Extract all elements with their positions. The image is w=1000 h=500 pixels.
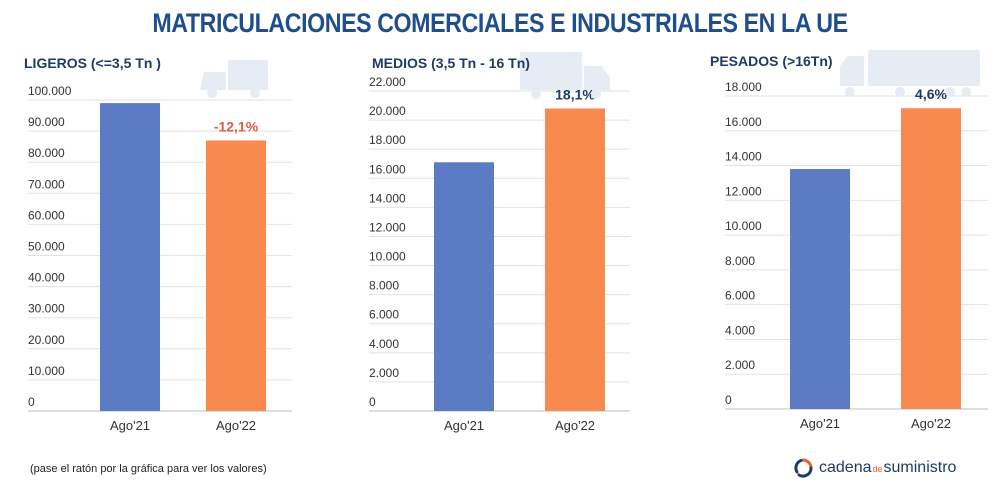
y-tick-label: 10.000 — [28, 364, 65, 378]
brand-text: cadenadesuministro — [819, 459, 956, 477]
page-title: MATRICULACIONES COMERCIALES E INDUSTRIAL… — [152, 8, 848, 38]
chart-medios[interactable]: 0 2.000 4.000 6.000 8.000 10.000 12.000 14.000 1… — [369, 75, 630, 433]
y-tick-label: 12.000 — [369, 220, 406, 234]
y-tick-label: 4.000 — [369, 337, 399, 351]
y-tick-label: 80.000 — [28, 146, 65, 160]
brand-logo: cadenadesuministro — [793, 458, 956, 478]
y-tick-label: 2.000 — [369, 366, 399, 380]
y-tick-label: 70.000 — [28, 177, 65, 191]
y-tick-label: 40.000 — [28, 271, 65, 285]
y-tick-label: 0 — [28, 395, 35, 409]
y-tick-label: 6.000 — [369, 308, 399, 322]
semi-truck-icon — [840, 50, 980, 97]
van-icon — [200, 60, 268, 98]
y-tick-label: 16.000 — [369, 162, 406, 176]
panel-title-medios: MEDIOS (3,5 Tn - 16 Tn) — [372, 55, 530, 71]
brand-word-2: de — [872, 464, 883, 474]
truck-icon — [520, 52, 610, 99]
brand-swirl-icon — [794, 458, 813, 478]
x-tick-label: Ago'22 — [216, 418, 256, 433]
y-tick-label: 10.000 — [369, 250, 406, 264]
y-tick-label: 12.000 — [725, 184, 762, 198]
x-tick-label: Ago'21 — [800, 416, 840, 431]
x-tick-label: Ago'22 — [911, 416, 951, 431]
y-tick-label: 18.000 — [725, 80, 762, 94]
x-tick-label: Ago'22 — [555, 418, 595, 433]
change-label: 18,1% — [555, 86, 595, 102]
y-tick-label: 4.000 — [725, 323, 755, 337]
y-tick-label: 0 — [725, 393, 732, 407]
y-tick-label: 100.000 — [28, 84, 72, 98]
change-label: -12,1% — [214, 118, 259, 134]
y-tick-label: 14.000 — [369, 191, 406, 205]
y-tick-label: 30.000 — [28, 302, 65, 316]
y-tick-label: 20.000 — [28, 333, 65, 347]
bar-ligeros-ago21[interactable] — [100, 103, 160, 412]
y-tick-label: 14.000 — [725, 150, 762, 164]
y-tick-label: 90.000 — [28, 115, 65, 129]
panel-title-pesados: PESADOS (>16Tn) — [710, 53, 833, 69]
y-tick-label: 20.000 — [369, 104, 406, 118]
chart-ligeros[interactable]: 0 10.000 20.000 30.000 40.000 50.000 60.000 70.… — [28, 84, 292, 433]
brand-word-1: cadena — [819, 459, 872, 476]
bar-pesados-ago21[interactable] — [790, 169, 850, 409]
bar-medios-ago22[interactable] — [545, 108, 605, 412]
x-tick-label: Ago'21 — [444, 418, 484, 433]
y-tick-label: 8.000 — [725, 254, 755, 268]
bar-ligeros-ago22[interactable] — [206, 140, 266, 411]
chart-pesados[interactable]: 0 2.000 4.000 6.000 8.000 10.000 12.000 14.000 1… — [725, 80, 988, 431]
bar-medios-ago21[interactable] — [434, 162, 494, 411]
y-tick-label: 8.000 — [369, 279, 399, 293]
y-tick-label: 50.000 — [28, 240, 65, 254]
x-tick-label: Ago'21 — [110, 418, 150, 433]
footnote: (pase el ratón por la gráfica para ver l… — [30, 463, 267, 475]
y-tick-label: 6.000 — [725, 289, 755, 303]
y-tick-label: 0 — [369, 395, 376, 409]
brand-word-3: suministro — [883, 459, 957, 476]
y-tick-label: 10.000 — [725, 219, 762, 233]
y-tick-label: 22.000 — [369, 75, 406, 89]
panel-title-ligeros: LIGEROS (<=3,5 Tn ) — [24, 55, 161, 71]
y-tick-label: 16.000 — [725, 115, 762, 129]
change-label: 4,6% — [915, 86, 947, 102]
y-tick-label: 2.000 — [725, 358, 755, 372]
bar-pesados-ago22[interactable] — [901, 108, 961, 409]
y-tick-label: 18.000 — [369, 133, 406, 147]
y-tick-label: 60.000 — [28, 208, 65, 222]
